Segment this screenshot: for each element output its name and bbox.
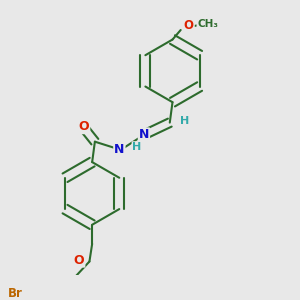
Text: N: N xyxy=(114,143,124,156)
Text: H: H xyxy=(133,142,142,152)
Text: Br: Br xyxy=(8,287,22,300)
Text: O: O xyxy=(184,20,194,32)
Text: N: N xyxy=(139,128,149,141)
Text: H: H xyxy=(180,116,189,126)
Text: CH₃: CH₃ xyxy=(197,19,218,29)
Text: O: O xyxy=(74,254,84,267)
Text: O: O xyxy=(79,120,89,133)
